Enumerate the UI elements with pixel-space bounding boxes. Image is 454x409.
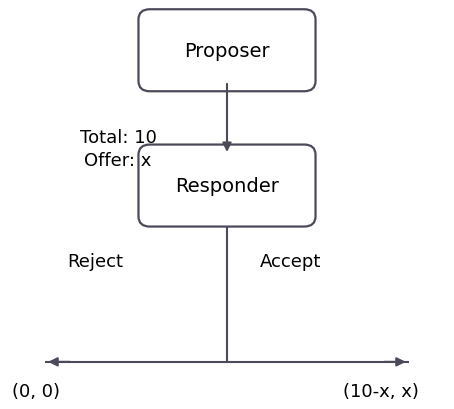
Text: (10-x, x): (10-x, x) (343, 382, 419, 400)
Text: Proposer: Proposer (184, 42, 270, 61)
Text: Accept: Accept (260, 253, 321, 271)
FancyBboxPatch shape (138, 145, 316, 227)
Text: (0, 0): (0, 0) (12, 382, 60, 400)
Text: Total: 10
Offer: x: Total: 10 Offer: x (79, 128, 157, 170)
FancyBboxPatch shape (138, 10, 316, 92)
Text: Responder: Responder (175, 177, 279, 196)
Text: Reject: Reject (67, 253, 123, 271)
